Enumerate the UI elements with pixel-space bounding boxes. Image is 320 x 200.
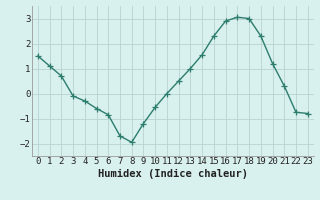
X-axis label: Humidex (Indice chaleur): Humidex (Indice chaleur): [98, 169, 248, 179]
